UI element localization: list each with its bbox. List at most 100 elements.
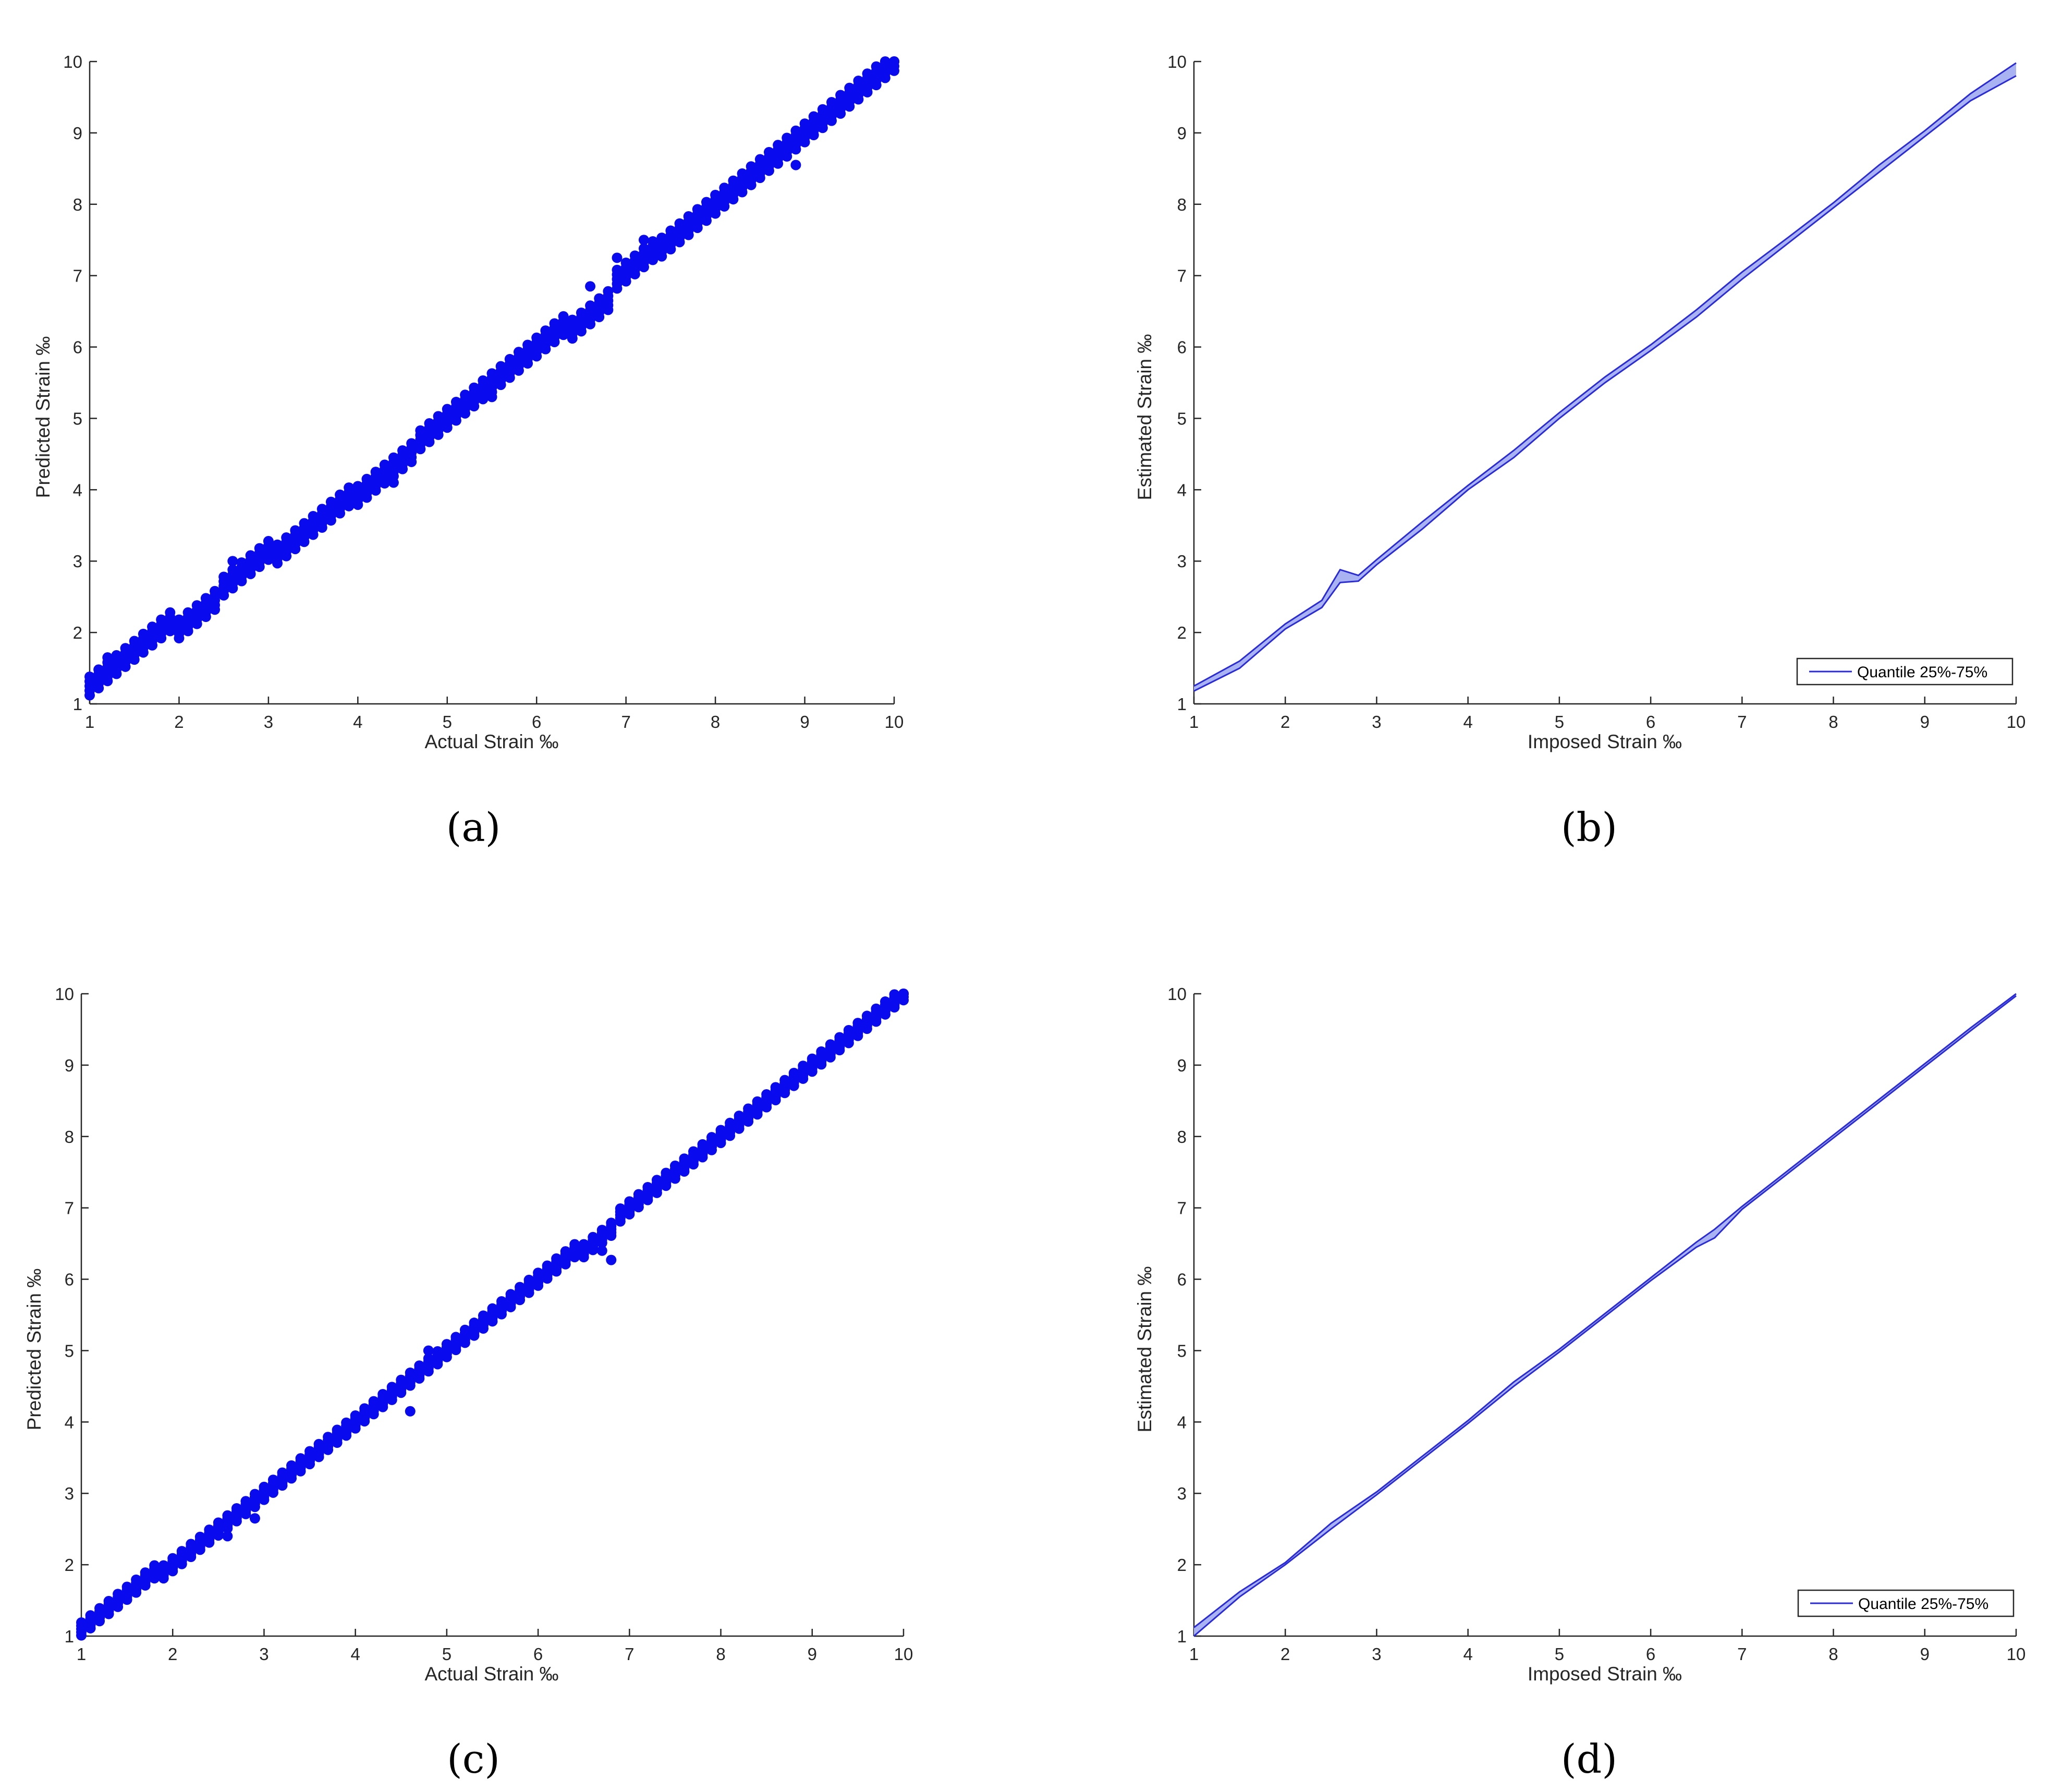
scatter-point [290, 525, 301, 536]
scatter-point [149, 1560, 160, 1571]
scatter-point [710, 189, 721, 200]
scatter-point [807, 1053, 818, 1064]
scatter-point [379, 459, 390, 470]
x-tick-label-b: 10 [2007, 712, 2026, 732]
scatter-outlier [222, 1531, 233, 1542]
x-tick-label-d: 6 [1646, 1644, 1655, 1664]
scatter-outlier [486, 392, 497, 403]
y-tick-label-b: 1 [1177, 694, 1187, 714]
scatter-point [254, 543, 265, 554]
scatter-point [344, 482, 355, 493]
scatter-point [138, 628, 149, 639]
scatter-point [808, 111, 819, 122]
scatter-point [433, 411, 444, 422]
legend-label-b: Quantile 25%-75% [1857, 664, 1987, 681]
y-tick-label-a: 1 [73, 694, 82, 714]
scatter-point [638, 243, 649, 254]
scatter-point [295, 1453, 306, 1464]
x-tick-label-a: 6 [532, 712, 541, 732]
y-tick-label-c: 4 [65, 1412, 74, 1432]
scatter-point [706, 1132, 717, 1143]
y-tick-label-c: 10 [55, 984, 74, 1004]
scatter-point [615, 1203, 626, 1214]
scatter-point [505, 1289, 516, 1300]
y-tick-label-c: 7 [65, 1199, 74, 1218]
y-tick-label-b: 10 [1167, 52, 1187, 71]
scatter-point [799, 118, 810, 129]
y-tick-label-a: 5 [73, 409, 82, 428]
scatter-point [825, 1039, 836, 1050]
panel-a: 1 2 3 4 5 6 7 8 9 10 1 2 3 4 5 6 7 8 9 10 Actual Strain ‰ P… [32, 52, 904, 850]
x-tick-label-a: 8 [711, 712, 720, 732]
scatter-point [697, 1139, 708, 1150]
scatter-point [558, 311, 569, 322]
x-tick-label-d: 4 [1463, 1644, 1472, 1664]
y-axis-label-b: Estimated Strain ‰ [1134, 334, 1155, 501]
x-tick-label-c: 6 [533, 1644, 543, 1664]
scatter-point [629, 250, 640, 261]
x-tick-label-a: 10 [885, 712, 904, 732]
scatter-point [612, 264, 623, 275]
scatter-point [834, 1032, 845, 1043]
scatter-point [752, 1096, 763, 1107]
scatter-point [889, 989, 900, 1000]
scatter-point [174, 614, 185, 625]
y-tick-label-c: 1 [65, 1627, 74, 1646]
scatter-point [683, 211, 694, 222]
scatter-point [853, 75, 864, 86]
scatter-outlier [889, 999, 900, 1010]
scatter-point [692, 204, 703, 215]
scatter-point [113, 1589, 124, 1600]
scatter-point [213, 1517, 224, 1528]
scatter-point [450, 1332, 461, 1343]
x-tick-label-b: 3 [1372, 712, 1381, 732]
scatter-point [441, 1339, 452, 1350]
scatter-point [120, 643, 131, 654]
scatter-point [424, 418, 435, 429]
scatter-point [281, 532, 292, 543]
scatter-outlier [790, 160, 801, 170]
scatter-point [204, 1525, 215, 1535]
scatter-point [332, 1424, 343, 1435]
scatter-point [272, 539, 283, 550]
scatter-point [236, 557, 247, 568]
scatter-point [450, 396, 461, 407]
x-tick-label-d: 9 [1920, 1644, 1930, 1664]
x-tick-label-a: 7 [621, 712, 630, 732]
scatter-point [249, 1489, 260, 1500]
y-tick-label-a: 2 [73, 623, 82, 642]
scatter-outlier [423, 1345, 434, 1356]
scatter-point [496, 1296, 507, 1307]
x-tick-label-a: 5 [443, 712, 452, 732]
scatter-point [186, 1539, 197, 1550]
scatter-point [414, 1360, 425, 1371]
y-tick-label-d: 10 [1167, 984, 1187, 1004]
x-tick-label-d: 7 [1737, 1644, 1747, 1664]
scatter-point [442, 404, 453, 415]
scatter-point [817, 104, 828, 115]
scatter-point [316, 504, 327, 515]
scatter-point [603, 286, 614, 297]
scatter-point [725, 1117, 736, 1128]
x-axis-label-a: Actual Strain ‰ [424, 731, 558, 752]
scatter-point [227, 564, 238, 575]
scatter-point [370, 467, 381, 478]
x-tick-label-b: 1 [1189, 712, 1199, 732]
panel-label-d: (d) [1561, 1736, 1617, 1782]
quantile-upper-line [1193, 62, 2017, 687]
scatter-point [719, 182, 730, 193]
panel-c: 1 2 3 4 5 6 7 8 9 10 1 2 3 4 5 6 7 8 9 10 Actual Strain ‰ P… [23, 984, 913, 1782]
x-tick-label-d: 5 [1555, 1644, 1564, 1664]
scatter-outlier [405, 1406, 416, 1417]
scatter-point [669, 1160, 680, 1171]
y-tick-label-c: 9 [65, 1056, 74, 1075]
scatter-outlier [227, 556, 238, 567]
scatter-point [359, 1403, 370, 1414]
scatter-point [396, 1374, 407, 1385]
scatter-point [263, 535, 274, 546]
scatter-point [388, 452, 399, 463]
y-tick-label-d: 3 [1177, 1484, 1187, 1503]
scatter-point [335, 489, 346, 500]
y-tick-label-b: 7 [1177, 266, 1187, 286]
